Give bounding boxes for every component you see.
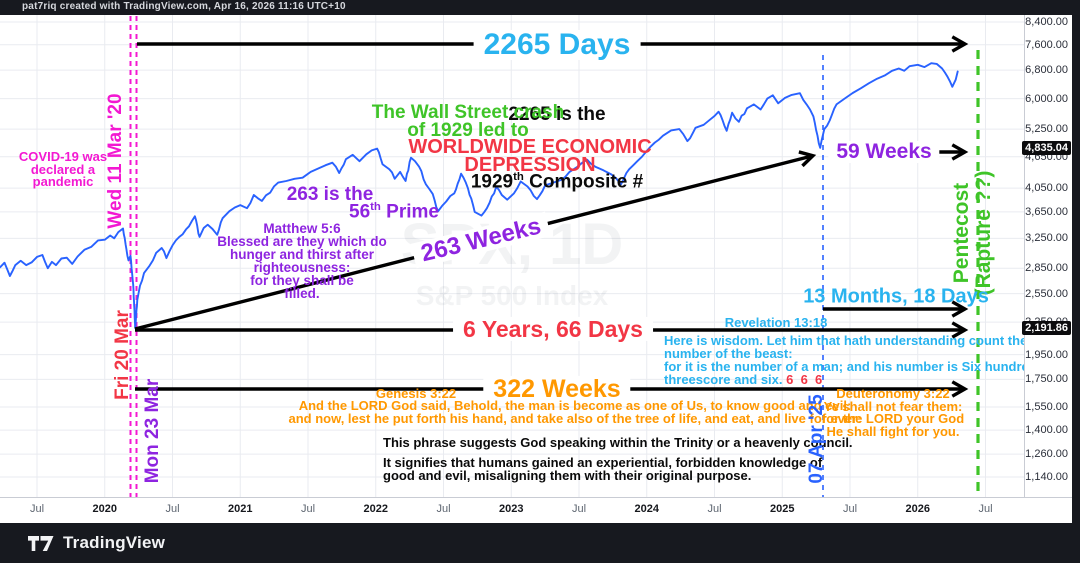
label-2265-days[interactable]: 2265 Days: [473, 30, 641, 60]
chart-canvas[interactable]: [0, 14, 1024, 497]
composite-sup: th: [513, 171, 524, 183]
label-mon-23-mar[interactable]: Mon 23 Mar: [142, 378, 164, 484]
price-axis-label: 1,260.00: [1025, 448, 1068, 461]
price-line: [0, 62, 959, 329]
price-axis-label: 8,400.00: [1025, 16, 1068, 28]
composite-number: 1929: [470, 171, 514, 193]
time-axis-label: Jul: [165, 503, 180, 515]
time-axis-label: Jul: [571, 503, 587, 515]
time-axis-label: 2023: [499, 503, 524, 515]
price-badge: 4,835.04: [1022, 140, 1071, 155]
time-axis-label: Jul: [707, 503, 722, 515]
tradingview-logo-link[interactable]: TradingView: [28, 533, 165, 553]
composite-rest: Composite #: [523, 171, 644, 193]
price-axis-label: 1,750.00: [1025, 373, 1068, 386]
prime-sup: th: [370, 201, 381, 213]
time-axis[interactable]: Jul 2020 Jul 2021 Jul 2022 Jul 2023 Jul 2024 Jul 20…: [0, 497, 1072, 524]
composite-line1: 2265 is the: [508, 104, 606, 125]
label-genesis-title[interactable]: Genesis 3:22: [375, 386, 457, 401]
bottom-brand-bar: TradingView: [0, 523, 1080, 563]
label-pentecost-rapture[interactable]: Pentecost (Rapture ??): [950, 170, 995, 296]
time-axis-label: 2026: [905, 503, 930, 515]
price-axis-label: 1,550.00: [1025, 400, 1068, 413]
prime-rest: Prime: [380, 201, 439, 223]
label-59-weeks[interactable]: 59 Weeks: [828, 140, 940, 164]
price-axis-label: 5,250.00: [1025, 123, 1068, 136]
price-axis[interactable]: 8,400.00 7,600.00 6,800.00 6,000.00 5,250.00…: [1022, 14, 1073, 497]
label-322-weeks[interactable]: 322 Weeks: [483, 376, 631, 402]
label-worldwide-depression[interactable]: WORLDWIDE ECONOMIC DEPRESSION: [408, 136, 652, 176]
label-wall-street-crash[interactable]: The Wall Street crash of 1929 led to: [371, 102, 565, 141]
label-trinity-note[interactable]: This phrase suggests God speaking within…: [383, 435, 853, 450]
label-fri-20-mar[interactable]: Fri 20 Mar: [112, 310, 134, 400]
price-axis-label: 1,950.00: [1025, 348, 1068, 361]
price-badge: 2,191.86: [1022, 321, 1071, 336]
top-credit-bar: pat7riq created with TradingView.com, Ap…: [0, 0, 1080, 15]
label-wed-11-mar-20[interactable]: Wed 11 Mar '20: [105, 93, 127, 229]
price-axis-label: 6,800.00: [1025, 64, 1068, 77]
label-13-months-18-days[interactable]: 13 Months, 18 Days: [803, 285, 989, 308]
label-covid-pandemic[interactable]: COVID-19 was declared a pandemic: [18, 149, 108, 189]
credit-text: pat7riq created with TradingView.com, Ap…: [22, 1, 346, 12]
price-axis-label: 6,000.00: [1025, 92, 1068, 105]
label-263-prime-line1[interactable]: 263 is the: [286, 184, 374, 205]
price-axis-label: 7,600.00: [1025, 38, 1068, 51]
watermark-name: S&P 500 Index: [415, 280, 609, 311]
price-axis-label: 3,250.00: [1025, 232, 1068, 245]
label-experiential-note[interactable]: It signifies that humans gained an exper…: [383, 455, 823, 483]
time-axis-label: Jul: [978, 503, 993, 515]
right-edge-strip: [1072, 0, 1080, 563]
tradingview-logo-icon: [28, 535, 54, 551]
price-axis-label: 2,550.00: [1025, 287, 1068, 300]
time-axis-label: Jul: [842, 503, 858, 515]
price-axis-label: 1,400.00: [1025, 424, 1068, 437]
label-matthew-5-6[interactable]: Matthew 5:6 Blessed are they which do hu…: [217, 221, 387, 301]
label-composite-number[interactable]: 2265 is the 1929th Composite #: [471, 62, 643, 234]
label-263-prime-line2[interactable]: 56th Prime: [349, 201, 439, 223]
label-revelation-title[interactable]: Revelation 13:18: [724, 315, 828, 330]
price-axis-label: 2,850.00: [1025, 262, 1068, 275]
time-axis-label: 2022: [363, 503, 388, 515]
chart-pane[interactable]: SPX, 1D S&P 500 Index: [0, 14, 1024, 497]
label-666: 6 6 6: [782, 372, 823, 387]
time-axis-label: 2020: [92, 503, 117, 515]
revelation-text: Here is wisdom. Let him that hath unders…: [664, 333, 1037, 387]
time-axis-label: 2025: [770, 503, 795, 515]
tradingview-logo-text: TradingView: [63, 533, 166, 552]
label-genesis-body[interactable]: And the LORD God said, Behold, the man i…: [288, 398, 862, 426]
label-6-years-66-days[interactable]: 6 Years, 66 Days: [453, 317, 653, 341]
time-axis-label: Jul: [29, 503, 45, 515]
time-axis-label: Jul: [300, 503, 316, 515]
time-axis-label: 2024: [634, 503, 659, 515]
price-axis-label: 1,140.00: [1025, 470, 1068, 483]
price-axis-label: 3,650.00: [1025, 205, 1068, 218]
time-axis-label: Jul: [436, 503, 451, 515]
time-axis-label: 2021: [228, 503, 253, 515]
label-deuteronomy[interactable]: Deuteronomy 3:22 Ye shall not fear them:…: [821, 386, 965, 439]
label-revelation-body[interactable]: Here is wisdom. Let him that hath unders…: [664, 334, 1037, 386]
prime-number: 56: [349, 201, 371, 223]
label-07-apr-25[interactable]: 07 Apr '25: [806, 394, 828, 484]
price-axis-label: 4,050.00: [1025, 182, 1068, 195]
